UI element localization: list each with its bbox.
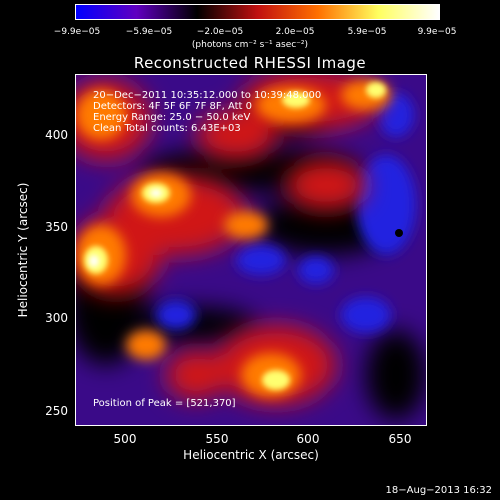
x-tick: 600 xyxy=(296,432,320,446)
rhessi-image xyxy=(75,74,427,426)
colorbar-units: (photons cm⁻² s⁻¹ asec⁻²) xyxy=(191,40,309,50)
colorbar-tick: 9.9e−05 xyxy=(417,27,457,37)
info-time-range: 20−Dec−2011 10:35:12.000 to 10:39:48.000 xyxy=(93,90,322,101)
colorbar-tick: −5.9e−05 xyxy=(125,27,173,37)
x-tick: 650 xyxy=(388,432,412,446)
y-tick: 300 xyxy=(45,311,68,325)
info-peak-position: Position of Peak = [521,370] xyxy=(93,398,236,409)
x-tick: 550 xyxy=(205,432,229,446)
colorbar xyxy=(75,4,440,20)
info-clean-counts: Clean Total counts: 6.43E+03 xyxy=(93,123,241,134)
timestamp-footer: 18−Aug−2013 16:32 xyxy=(385,485,492,496)
info-energy-range: Energy Range: 25.0 − 50.0 keV xyxy=(93,112,251,123)
colorbar-tick: 2.0e−05 xyxy=(275,27,315,37)
x-tick: 500 xyxy=(113,432,137,446)
y-tick: 350 xyxy=(45,220,68,234)
colorbar-tick: 5.9e−05 xyxy=(347,27,387,37)
y-tick: 250 xyxy=(45,404,68,418)
info-detectors: Detectors: 4F 5F 6F 7F 8F, Att 0 xyxy=(93,101,253,112)
y-tick: 400 xyxy=(45,128,68,142)
x-axis-label: Heliocentric X (arcsec) xyxy=(183,448,319,462)
image-title: Reconstructed RHESSI Image xyxy=(133,54,367,72)
colorbar-tick: −2.0e−05 xyxy=(196,27,244,37)
colorbar-tick: −9.9e−05 xyxy=(53,27,101,37)
image-canvas xyxy=(76,75,426,425)
y-axis-label: Heliocentric Y (arcsec) xyxy=(16,182,30,318)
